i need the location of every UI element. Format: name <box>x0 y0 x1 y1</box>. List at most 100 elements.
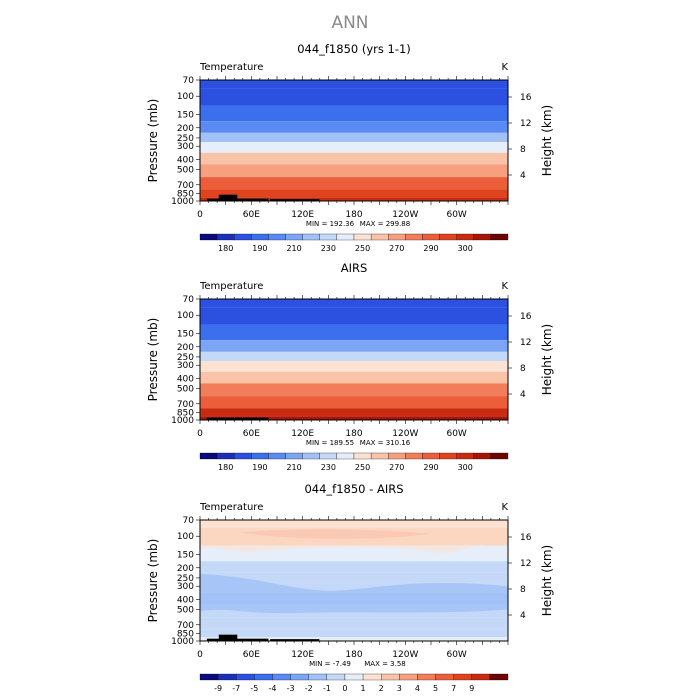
y-tick-label: 1000 <box>171 416 194 426</box>
y-tick-label: 700 <box>177 181 194 191</box>
x-tick-label: 120E <box>291 429 314 439</box>
colorbar-swatch <box>272 673 291 681</box>
colorbar-swatch <box>370 452 389 460</box>
min-text: MIN = 192.36 <box>306 220 355 228</box>
y-tick-label: 1000 <box>171 197 194 207</box>
colorbar-swatch <box>381 673 400 681</box>
x-tick-label: 120E <box>291 210 314 220</box>
contour-band-200 <box>200 121 508 133</box>
colorbar-label: 1 <box>361 684 366 693</box>
colorbar-swatch <box>353 233 372 241</box>
colorbar-label: 9 <box>469 684 474 693</box>
y-axis-label: Pressure (mb) <box>146 99 160 183</box>
colorbar-label: 270 <box>389 244 404 253</box>
contour-band-700 <box>200 396 508 409</box>
colorbar-label: 0 <box>342 684 347 693</box>
y-tick-label: 850 <box>177 409 194 419</box>
y-tick-label: 250 <box>177 574 194 584</box>
variable-label: Temperature <box>199 62 263 73</box>
topography-mask <box>206 198 269 201</box>
x-tick-label: 60W <box>446 429 466 439</box>
colorbar-swatch <box>319 233 338 241</box>
contour-band-200 <box>200 561 508 573</box>
contour-band-150 <box>200 324 508 341</box>
colorbar-swatch <box>453 673 472 681</box>
y-tick-label: 100 <box>177 532 194 542</box>
colorbar-swatch <box>236 673 255 681</box>
colorbar-swatch <box>362 673 382 681</box>
y2-tick-label: 8 <box>520 145 526 155</box>
x-tick-label: 120W <box>392 210 418 220</box>
y-tick-label: 150 <box>177 330 194 340</box>
colorbar-label: 2 <box>379 684 384 693</box>
colorbar-label: 270 <box>389 463 404 472</box>
topography-mask <box>270 199 320 201</box>
colorbar-swatch <box>308 673 327 681</box>
colorbar-label: 3 <box>397 684 402 693</box>
topography-mask <box>206 638 269 641</box>
colorbar-label: 250 <box>355 463 370 472</box>
x-tick-label: 120W <box>392 650 418 660</box>
colorbar-swatch <box>490 233 509 241</box>
panel-title: 044_f1850 - AIRS <box>304 482 403 496</box>
units-label: K <box>501 62 508 73</box>
colorbar-swatch <box>234 452 252 460</box>
colorbar-label: 250 <box>355 244 370 253</box>
contour-band-1000 <box>200 637 508 641</box>
colorbar-label: 7 <box>451 684 456 693</box>
y2-tick-label: 4 <box>520 611 526 621</box>
y2-axis-label: Height (km) <box>540 105 554 176</box>
colorbar-swatch <box>216 233 235 241</box>
units-label: K <box>501 502 508 513</box>
y-tick-label: 500 <box>177 605 194 615</box>
colorbar-label: 290 <box>423 244 438 253</box>
contour-band-1000 <box>200 197 508 201</box>
colorbar-swatch <box>268 452 286 460</box>
colorbar-swatch <box>422 452 440 460</box>
y2-tick-label: 16 <box>520 93 532 103</box>
y-tick-label: 200 <box>177 564 194 574</box>
colorbar-label: 300 <box>458 463 473 472</box>
stratosphere-anomaly <box>200 523 508 554</box>
panel-title: AIRS <box>341 261 368 275</box>
y2-tick-label: 4 <box>520 171 526 181</box>
panel-1: 044_f1850 (yrs 1-1) Temperature K 0 60E 120E 1… <box>146 42 554 253</box>
x-tick-label: 60W <box>446 650 466 660</box>
y-tick-label: 400 <box>177 374 194 384</box>
colorbar-swatch <box>456 233 474 241</box>
colorbar-swatch <box>217 673 237 681</box>
colorbar-swatch <box>388 233 406 241</box>
colorbar-label: 300 <box>458 244 473 253</box>
colorbar-label: 230 <box>321 244 336 253</box>
topography-mask <box>206 417 269 420</box>
colorbar-label: -1 <box>323 684 331 693</box>
x-tick-label: 60E <box>243 429 260 439</box>
colorbar-swatch <box>285 233 303 241</box>
colorbar-swatch <box>473 452 492 460</box>
y2-tick-label: 12 <box>520 338 531 348</box>
y-tick-label: 400 <box>177 155 194 165</box>
y-tick-label: 100 <box>177 311 194 321</box>
colorbar-label: -2 <box>305 684 313 693</box>
y-tick-label: 850 <box>177 190 194 200</box>
colorbar-swatch <box>417 673 436 681</box>
x-tick-label: 180 <box>345 429 362 439</box>
colorbar-label: -4 <box>268 684 276 693</box>
colorbar-label: 180 <box>218 244 233 253</box>
y2-tick-label: 16 <box>520 533 532 543</box>
colorbar-swatch <box>254 673 273 681</box>
contour-band-400 <box>200 152 508 165</box>
colorbar-label: -9 <box>214 684 222 693</box>
y-tick-label: 300 <box>177 142 194 152</box>
colorbar-swatch <box>234 233 252 241</box>
y-tick-label: 70 <box>183 516 195 526</box>
colorbar-swatch <box>336 452 355 460</box>
contour-band-850 <box>200 189 508 198</box>
colorbar-swatch <box>435 673 454 681</box>
y-tick-label: 700 <box>177 621 194 631</box>
colorbar-label: 4 <box>415 684 420 693</box>
topography-mask <box>270 639 320 641</box>
min-text: MIN = -7.49 <box>309 660 351 668</box>
colorbar-swatch <box>439 233 457 241</box>
